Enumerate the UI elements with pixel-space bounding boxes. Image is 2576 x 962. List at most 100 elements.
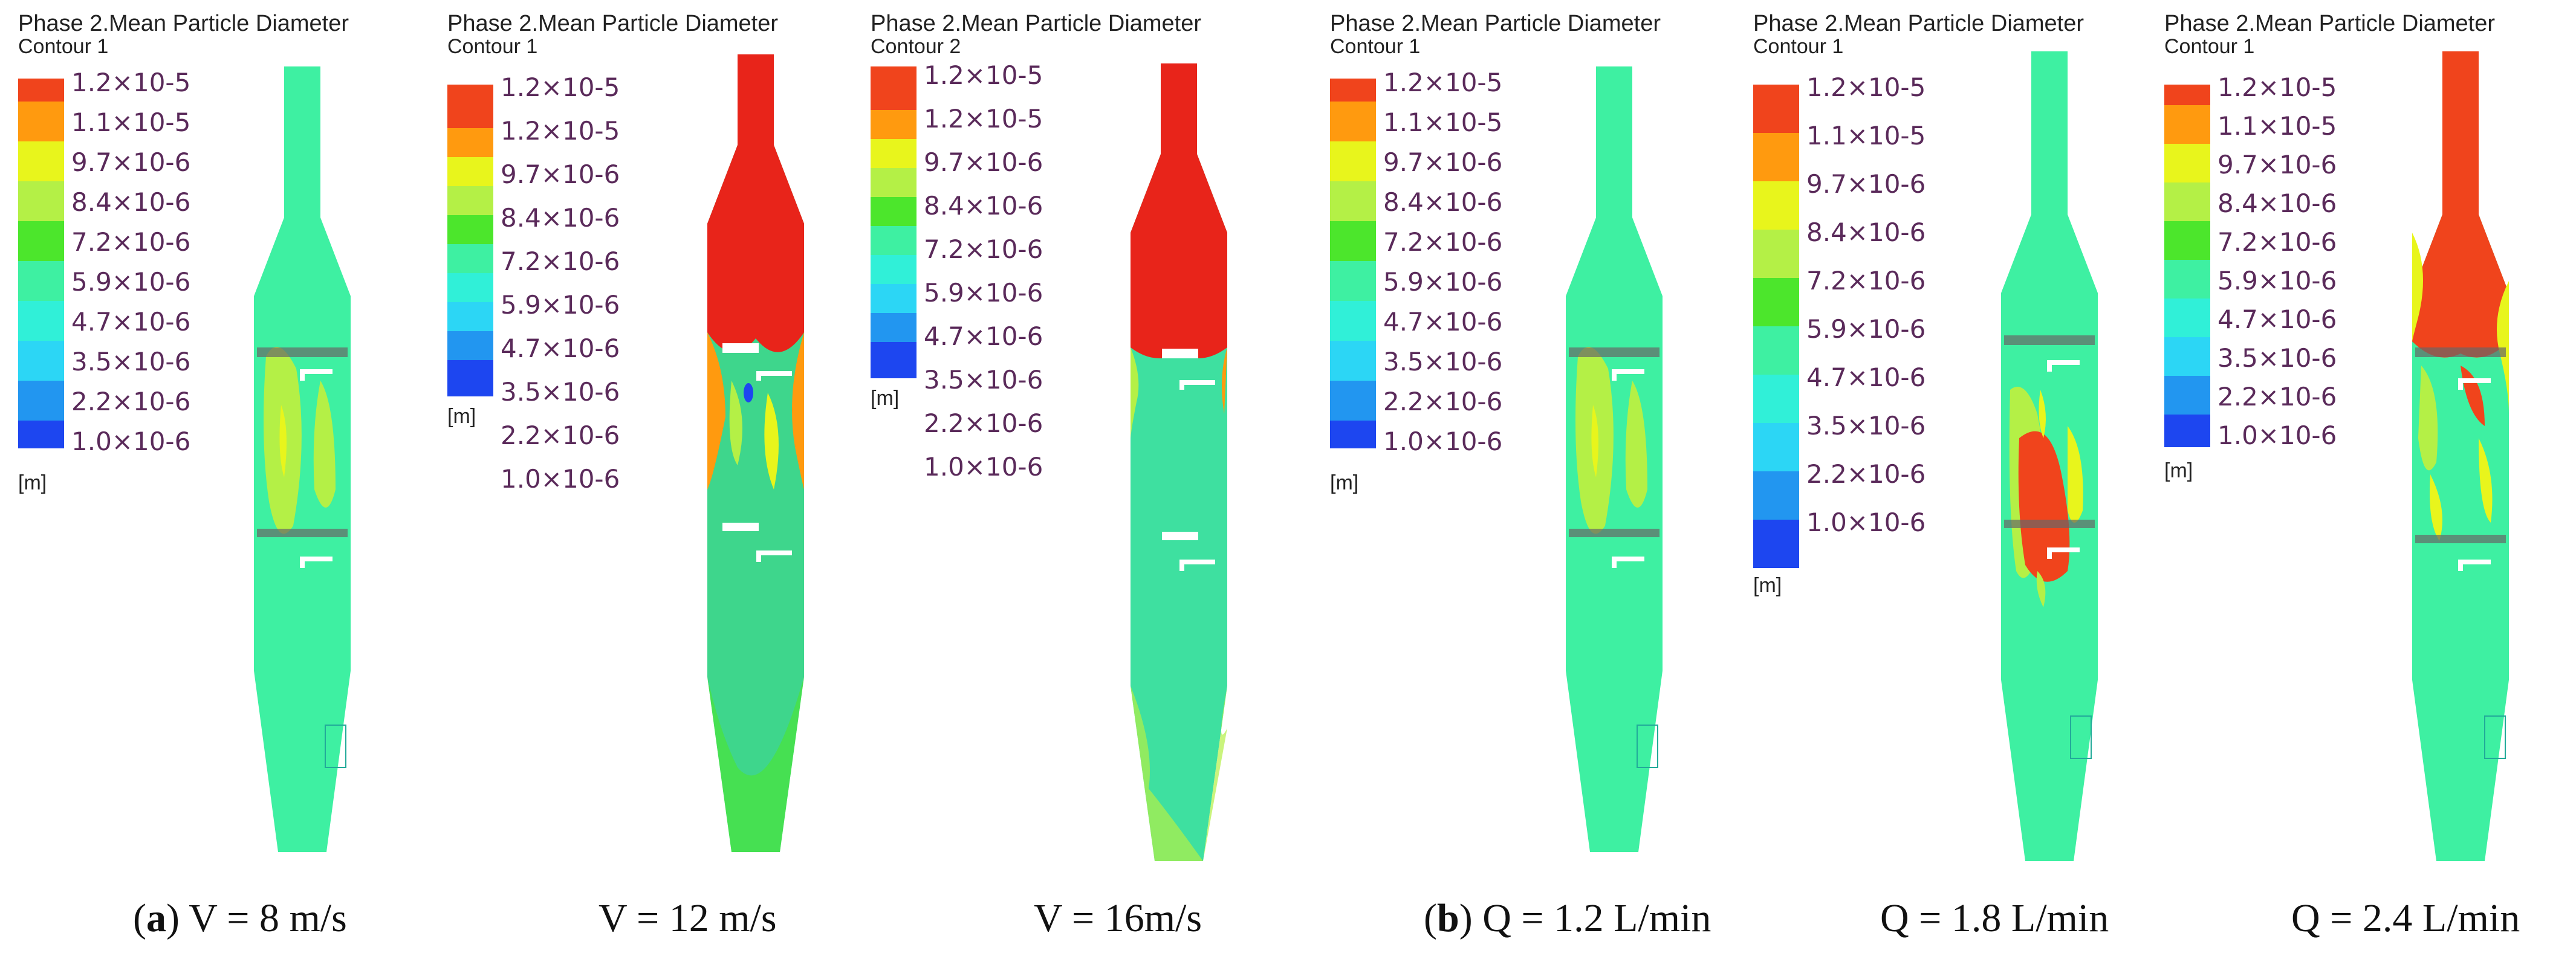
legend-swatch bbox=[2164, 260, 2210, 299]
legend-swatch bbox=[1330, 102, 1376, 141]
legend-swatch bbox=[2164, 337, 2210, 376]
legend-swatch bbox=[1330, 341, 1376, 381]
panel-subtitle: Contour 1 bbox=[447, 35, 538, 58]
legend-label: 5.9×10-6 bbox=[924, 278, 1043, 308]
legend-swatch bbox=[1753, 326, 1799, 375]
contour-panel-6: Phase 2.Mean Particle Diameter Contour 1… bbox=[2164, 0, 2563, 888]
legend-label: 7.2×10-6 bbox=[1383, 227, 1503, 257]
legend-swatch bbox=[447, 273, 493, 302]
legend-label: 1.0×10-6 bbox=[71, 427, 191, 456]
legend-swatch bbox=[1330, 381, 1376, 421]
legend-label: 7.2×10-6 bbox=[924, 234, 1043, 264]
legend-label: 8.4×10-6 bbox=[2218, 189, 2337, 218]
legend-swatch bbox=[871, 139, 917, 168]
legend-label: 8.4×10-6 bbox=[1383, 187, 1503, 217]
legend-swatch bbox=[2164, 144, 2210, 182]
legend-unit: [m] bbox=[871, 387, 900, 410]
legend-label: 1.0×10-6 bbox=[501, 464, 620, 494]
legend-label: 8.4×10-6 bbox=[924, 191, 1043, 221]
legend-swatch bbox=[1753, 375, 1799, 423]
legend-swatch bbox=[447, 157, 493, 186]
legend-label: 1.2×10-5 bbox=[924, 60, 1043, 90]
legend-swatch bbox=[447, 244, 493, 273]
panel-title: Phase 2.Mean Particle Diameter bbox=[447, 11, 779, 36]
legend-label: 1.2×10-5 bbox=[2218, 73, 2337, 102]
legend-swatch bbox=[1753, 133, 1799, 181]
caption-a: (a) V = 8 m/s bbox=[133, 896, 347, 940]
legend-label: 3.5×10-6 bbox=[924, 365, 1043, 395]
legend-label: 7.2×10-6 bbox=[501, 247, 620, 276]
cyclone-contour-column bbox=[2394, 51, 2527, 864]
legend-label: 9.7×10-6 bbox=[2218, 150, 2337, 179]
legend-swatch bbox=[447, 360, 493, 396]
legend-swatch bbox=[871, 226, 917, 255]
legend-swatch bbox=[447, 186, 493, 215]
legend-swatch bbox=[1330, 301, 1376, 341]
legend-label: 7.2×10-6 bbox=[1806, 266, 1926, 295]
legend-swatch bbox=[18, 381, 64, 421]
legend-swatch bbox=[1330, 79, 1376, 102]
legend-swatch bbox=[18, 341, 64, 381]
legend-label: 8.4×10-6 bbox=[501, 203, 620, 233]
legend-label: 9.7×10-6 bbox=[1806, 169, 1926, 199]
legend-unit: [m] bbox=[447, 405, 476, 428]
contour-panel-4: Phase 2.Mean Particle Diameter Contour 1… bbox=[1330, 0, 1741, 888]
legend-label: 3.5×10-6 bbox=[1383, 347, 1503, 376]
legend-label: 2.2×10-6 bbox=[2218, 382, 2337, 412]
caption-q24: Q = 2.4 L/min bbox=[2291, 896, 2520, 940]
legend-swatch bbox=[2164, 105, 2210, 144]
legend-label: 3.5×10-6 bbox=[1806, 411, 1926, 441]
cyclone-contour-column bbox=[689, 54, 822, 858]
cyclone-contour-column bbox=[1112, 63, 1245, 867]
caption-a-letter: a bbox=[146, 896, 166, 940]
legend-swatch bbox=[1753, 181, 1799, 230]
contour-panel-1: Phase 2.Mean Particle Diameter Contour 1… bbox=[18, 0, 429, 888]
contour-panel-2: Phase 2.Mean Particle Diameter Contour 1… bbox=[447, 0, 858, 888]
legend-swatch bbox=[18, 102, 64, 141]
caption-b-letter: b bbox=[1436, 896, 1459, 940]
cyclone-contour-column bbox=[1548, 66, 1681, 864]
legend-label: 4.7×10-6 bbox=[1806, 363, 1926, 392]
legend-label: 1.0×10-6 bbox=[1383, 427, 1503, 456]
legend-swatch bbox=[1753, 278, 1799, 326]
legend-swatch bbox=[447, 85, 493, 128]
contour-panel-5: Phase 2.Mean Particle Diameter Contour 1… bbox=[1753, 0, 2152, 888]
legend-label: 5.9×10-6 bbox=[2218, 266, 2337, 295]
legend-unit: [m] bbox=[1753, 574, 1782, 597]
legend-swatch bbox=[2164, 376, 2210, 415]
legend-swatch bbox=[2164, 85, 2210, 105]
panel-subtitle: Contour 1 bbox=[2164, 35, 2255, 58]
legend-label: 1.1×10-5 bbox=[1383, 108, 1503, 137]
caption-q18: Q = 1.8 L/min bbox=[1880, 896, 2109, 940]
legend-label: 2.2×10-6 bbox=[1806, 459, 1926, 489]
legend-swatch bbox=[18, 221, 64, 261]
legend-label: 9.7×10-6 bbox=[71, 147, 191, 177]
legend-swatch bbox=[1753, 520, 1799, 568]
legend-label: 4.7×10-6 bbox=[1383, 307, 1503, 337]
legend-swatch bbox=[1753, 471, 1799, 520]
legend-swatch bbox=[447, 128, 493, 157]
legend-swatch bbox=[1330, 181, 1376, 221]
legend-label: 2.2×10-6 bbox=[924, 408, 1043, 438]
legend-label: 8.4×10-6 bbox=[1806, 218, 1926, 247]
legend-swatch bbox=[871, 342, 917, 378]
legend-label: 1.2×10-5 bbox=[501, 116, 620, 146]
legend-swatch bbox=[447, 331, 493, 360]
legend-swatch bbox=[447, 302, 493, 331]
cyclone-contour-column bbox=[1983, 51, 2116, 864]
legend-label: 2.2×10-6 bbox=[71, 387, 191, 416]
legend-swatch bbox=[871, 313, 917, 342]
legend-label: 5.9×10-6 bbox=[1383, 267, 1503, 297]
legend-unit: [m] bbox=[2164, 459, 2193, 482]
panel-subtitle: Contour 2 bbox=[871, 35, 961, 58]
legend-label: 1.2×10-5 bbox=[71, 68, 191, 97]
legend-swatch bbox=[871, 197, 917, 226]
legend-label: 1.2×10-5 bbox=[1383, 68, 1503, 97]
caption-b: (b) Q = 1.2 L/min bbox=[1424, 896, 1711, 940]
legend-label: 1.0×10-6 bbox=[2218, 421, 2337, 450]
legend-label: 2.2×10-6 bbox=[1383, 387, 1503, 416]
legend-swatch bbox=[1330, 261, 1376, 301]
legend-label: 5.9×10-6 bbox=[501, 290, 620, 320]
legend-swatch bbox=[1753, 85, 1799, 133]
legend-label: 1.2×10-5 bbox=[924, 104, 1043, 134]
